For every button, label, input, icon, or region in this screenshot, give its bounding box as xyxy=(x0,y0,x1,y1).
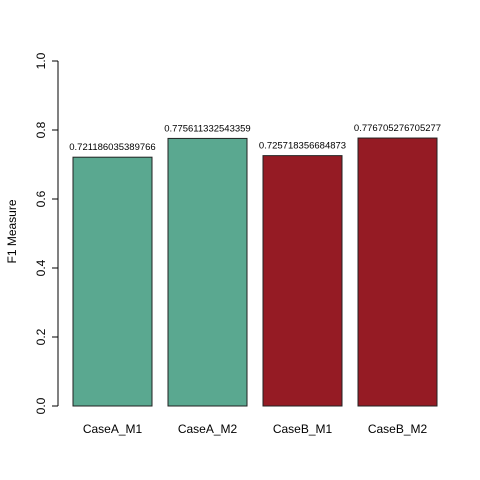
y-axis: 0.0 0.2 0.4 0.6 0.8 1.0 xyxy=(34,52,59,414)
bar-casea-m2 xyxy=(167,137,248,407)
value-label: 0.776705276705277 xyxy=(354,123,441,134)
bar-casea-m1 xyxy=(72,156,153,407)
y-tick-label: 0.2 xyxy=(34,328,48,345)
category-label: CaseA_M2 xyxy=(178,422,238,436)
category-label: CaseB_M2 xyxy=(368,422,428,436)
y-tick-label: 0.6 xyxy=(34,190,48,207)
bar-caseb-m1 xyxy=(262,155,343,407)
value-labels: 0.721186035389766 0.775611332543359 0.7257… xyxy=(69,123,441,153)
y-tick-label: 0.0 xyxy=(34,397,48,414)
value-label: 0.721186035389766 xyxy=(69,142,155,153)
bar-caseb-m2 xyxy=(357,137,438,407)
bars xyxy=(72,137,438,407)
y-tick-label: 0.4 xyxy=(34,259,48,276)
category-label: CaseB_M1 xyxy=(273,422,333,436)
y-tick-label: 1.0 xyxy=(34,52,48,69)
value-label: 0.725718356684873 xyxy=(259,141,346,152)
y-tick-label: 0.8 xyxy=(34,121,48,138)
y-axis-label: F1 Measure xyxy=(5,199,19,263)
category-label: CaseA_M1 xyxy=(83,422,143,436)
value-label: 0.775611332543359 xyxy=(164,123,250,134)
category-labels: CaseA_M1 CaseA_M2 CaseB_M1 CaseB_M2 xyxy=(83,422,428,436)
